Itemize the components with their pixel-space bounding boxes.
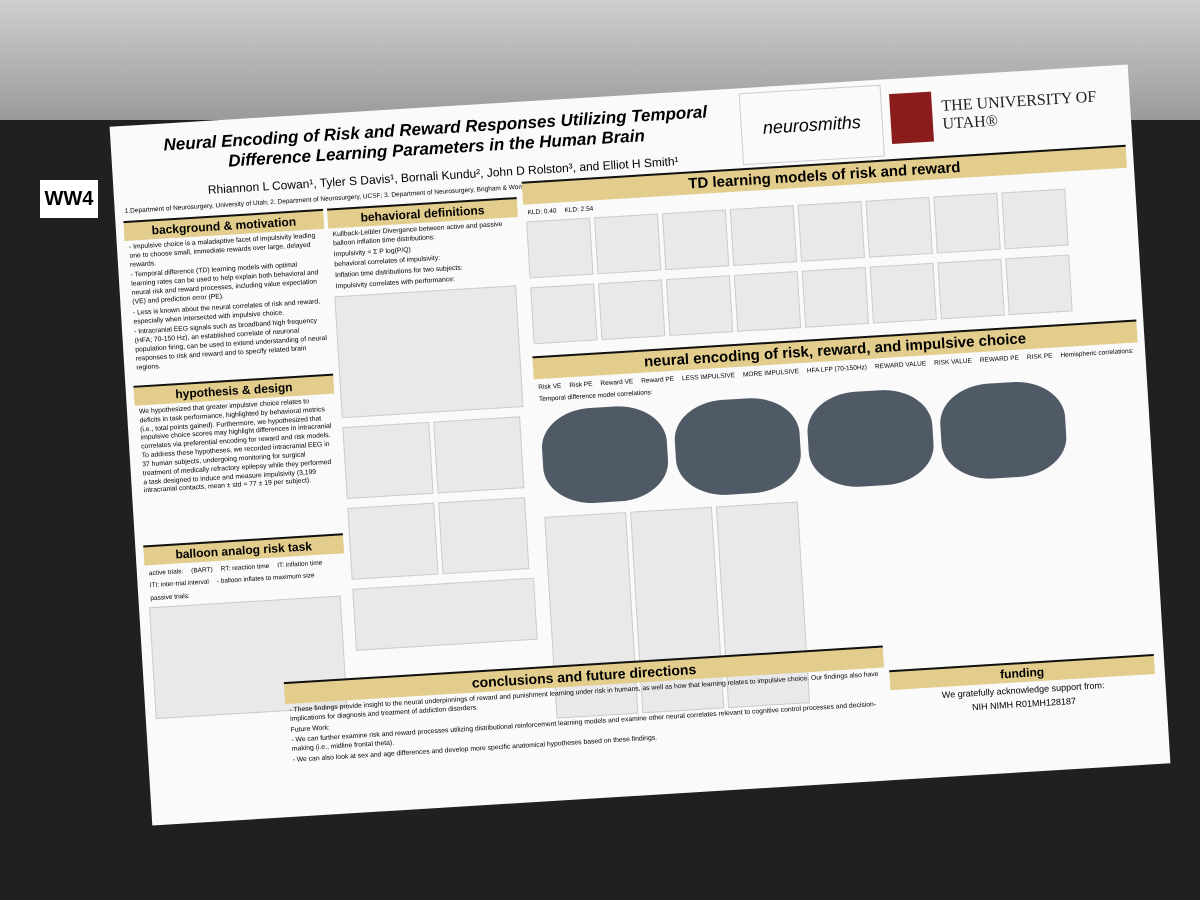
figure [661, 209, 730, 271]
figure [526, 218, 594, 279]
figure [665, 275, 734, 337]
figure [801, 267, 870, 329]
section-text: REWARD VALUE [874, 360, 927, 371]
figure [933, 193, 1001, 254]
section-text: (BART) [190, 566, 213, 575]
figure [352, 577, 538, 651]
logo: neurosmiths [738, 84, 885, 166]
section-text: Reward VE [600, 378, 634, 388]
section-text: Risk VE [538, 382, 562, 392]
section-text: Hemispheric correlations: [1060, 347, 1134, 360]
booth-label: WW4 [40, 180, 98, 218]
section-text: RISK PE [1026, 352, 1053, 362]
section-body: - Impulsive choice is a maladaptive face… [125, 232, 333, 374]
section: behavioral definitions Kullback-Leibler D… [326, 197, 544, 658]
logo: THE UNIVERSITY OF UTAH® [888, 70, 1122, 154]
section-body: Kullback-Leibler Divergence between acti… [328, 220, 521, 292]
section: conclusions and future directions - These… [283, 645, 888, 768]
poster: Neural Encoding of Risk and Reward Respo… [109, 64, 1171, 826]
figure [594, 213, 662, 275]
section-text: KLD: 2.54 [564, 205, 594, 215]
section-text: IT: inflation time [277, 559, 323, 570]
figure [334, 285, 524, 419]
section-text: We hypothesized that greater impulsive c… [138, 398, 332, 495]
section: hypothesis & design We hypothesized that … [133, 373, 340, 499]
section-text: MORE IMPULSIVE [742, 368, 800, 379]
section-text: - balloon inflates to maximum size [216, 572, 315, 586]
section-text: Risk PE [569, 380, 593, 390]
section-text: RISK VALUE [933, 357, 973, 367]
brain-image [672, 395, 804, 498]
logo-mark [889, 91, 934, 145]
section: TD learning models of risk and reward KLD… [521, 144, 1136, 352]
figure [598, 279, 666, 341]
figure [433, 416, 525, 494]
brain-image [539, 403, 671, 506]
figure [869, 263, 937, 324]
figure [733, 271, 802, 333]
figure [347, 502, 439, 580]
figure [865, 197, 933, 259]
figure [1001, 189, 1069, 250]
brain-image [937, 378, 1069, 482]
section-text: LESS IMPULSIVE [681, 372, 736, 383]
brain-image [805, 387, 936, 490]
figure [1005, 254, 1073, 316]
figure [797, 201, 866, 263]
section-text: RT: reaction time [220, 562, 270, 573]
section-text: REWARD PE [979, 354, 1020, 365]
figure [937, 259, 1005, 320]
figure [530, 283, 598, 345]
figure [342, 421, 434, 499]
section-body: We hypothesized that greater impulsive c… [135, 397, 340, 497]
section-text: HFA LFP (70-150Hz) [806, 364, 868, 375]
section-text: KLD: 0.40 [527, 207, 557, 217]
section-text: Reward PE [641, 375, 675, 385]
section-text: ITI: inter-trial interval [149, 579, 210, 590]
logo-text: THE UNIVERSITY OF UTAH® [941, 88, 1097, 133]
section: background & motivation - Impulsive choic… [123, 208, 333, 376]
figure [729, 205, 798, 267]
section-text: active trials: [148, 568, 184, 578]
section-text: - Intracranial EEG signals such as broad… [133, 317, 328, 372]
figure [438, 497, 530, 575]
section-text: passive trials: [150, 592, 190, 603]
